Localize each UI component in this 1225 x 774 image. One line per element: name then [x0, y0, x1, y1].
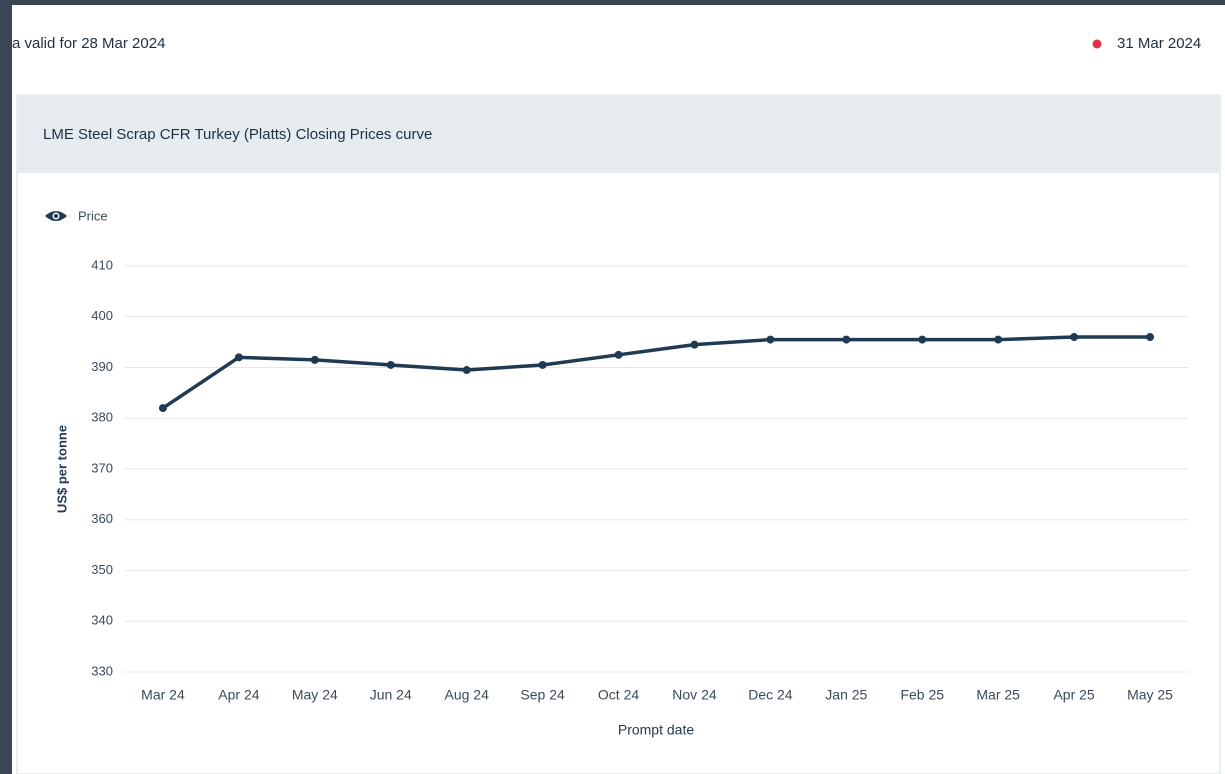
data-point	[690, 340, 699, 349]
legend-entry[interactable]: Price	[78, 208, 108, 223]
y-tick-label: 390	[91, 359, 113, 374]
valid-text: a valid for 28 Mar 2024	[12, 35, 165, 52]
x-tick-label: Aug 24	[444, 687, 489, 703]
status-dot	[1092, 39, 1102, 49]
card-header	[18, 96, 1219, 173]
y-tick-label: 400	[91, 308, 113, 323]
data-point	[766, 335, 775, 344]
y-tick-label: 350	[91, 562, 113, 577]
x-tick-label: Nov 24	[672, 687, 717, 703]
data-point	[842, 335, 851, 344]
chart-title: LME Steel Scrap CFR Turkey (Platts) Clos…	[43, 126, 432, 143]
x-tick-label: Feb 25	[900, 687, 944, 703]
x-tick-label: Apr 24	[218, 687, 259, 703]
data-point	[234, 353, 243, 362]
x-tick-label: Apr 25	[1053, 687, 1094, 703]
data-point	[158, 404, 167, 413]
data-point	[994, 335, 1003, 344]
data-point	[614, 350, 623, 359]
x-tick-label: Sep 24	[520, 687, 565, 703]
y-tick-label: 410	[91, 257, 113, 272]
x-tick-label: Mar 24	[141, 687, 185, 703]
y-tick-label: 360	[91, 511, 113, 526]
x-tick-label: May 25	[1127, 687, 1173, 703]
date-text: 31 Mar 2024	[1117, 35, 1201, 52]
data-point	[386, 360, 395, 369]
x-tick-label: Jun 24	[370, 687, 412, 703]
y-tick-label: 340	[91, 613, 113, 628]
x-tick-label: Mar 25	[976, 687, 1020, 703]
y-tick-label: 330	[91, 663, 113, 678]
x-tick-label: Dec 24	[748, 687, 793, 703]
x-tick-label: May 24	[292, 687, 338, 703]
data-point	[918, 335, 927, 344]
x-tick-label: Oct 24	[598, 687, 639, 703]
x-tick-label: Jan 25	[825, 687, 867, 703]
x-axis-label: Prompt date	[618, 722, 694, 738]
card	[16, 94, 1221, 774]
data-point	[1146, 333, 1155, 342]
legend-icon[interactable]	[45, 211, 67, 221]
data-point	[462, 366, 471, 375]
y-tick-label: 380	[91, 410, 113, 425]
data-point	[1070, 333, 1079, 342]
y-axis-label: US$ per tonne	[54, 425, 69, 513]
data-point	[538, 360, 547, 369]
price-line	[161, 335, 1151, 410]
y-tick-label: 370	[91, 460, 113, 475]
data-point	[310, 355, 319, 364]
